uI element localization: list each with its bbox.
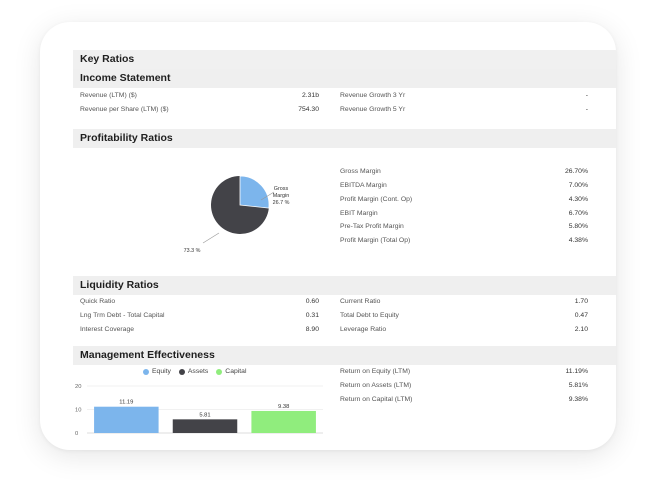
bar-equity[interactable] xyxy=(94,406,159,433)
pie-connector-rest xyxy=(202,232,220,244)
table-row: Lng Trm Debt - Total Capital 0.31 xyxy=(80,312,319,324)
chart-bars: 11.19 5.81 9.38 xyxy=(94,400,316,433)
legend-item-capital[interactable]: Capital xyxy=(216,368,246,375)
row-label: Return on Assets (LTM) xyxy=(340,382,412,389)
row-value: - xyxy=(585,106,588,113)
table-row: Quick Ratio 0.60 xyxy=(80,298,319,310)
row-value: 0.31 xyxy=(305,312,319,319)
pie-label-gross-value: 26.7 % xyxy=(273,200,290,206)
section-header-management: Management Effectiveness xyxy=(73,346,616,365)
pie-label-gross-line1: Gross xyxy=(274,186,289,192)
section-header-profitability: Profitability Ratios xyxy=(73,129,616,148)
table-row: EBITDA Margin 7.00% xyxy=(340,182,588,194)
table-row: Return on Capital (LTM) 9.38% xyxy=(340,396,588,408)
y-tick-label: 20 xyxy=(75,384,81,390)
row-label: EBITDA Margin xyxy=(340,182,387,189)
management-bar-chart: 20 10 0 11.19 5.81 9.38 xyxy=(75,384,323,437)
row-label: Profit Margin (Total Op) xyxy=(340,237,411,244)
y-tick-label: 0 xyxy=(75,431,78,437)
pie-slice-gross-margin xyxy=(239,175,270,209)
page-title-text: Key Ratios xyxy=(80,53,135,65)
row-value: 6.70% xyxy=(568,210,588,217)
row-label: Current Ratio xyxy=(340,298,381,305)
row-label: Leverage Ratio xyxy=(340,326,387,333)
y-tick-label: 10 xyxy=(75,408,81,414)
table-row: Interest Coverage 8.90 xyxy=(80,326,319,338)
table-row: Revenue Growth 3 Yr - xyxy=(340,92,588,104)
pie-connector-gross xyxy=(260,191,275,201)
table-row: Return on Assets (LTM) 5.81% xyxy=(340,382,588,394)
row-label: Quick Ratio xyxy=(80,298,116,305)
row-value: 7.00% xyxy=(568,182,588,189)
row-value: 0.60 xyxy=(305,298,319,305)
row-label: Return on Equity (LTM) xyxy=(340,368,411,375)
key-ratios-panel: Key Ratios Income Statement Revenue (LTM… xyxy=(73,50,616,450)
row-label: Revenue per Share (LTM) ($) xyxy=(80,106,169,113)
row-value: 26.70% xyxy=(564,168,588,175)
table-row: Revenue Growth 5 Yr - xyxy=(340,106,588,118)
legend-swatch-equity xyxy=(143,368,149,375)
bar-value-label: 5.81 xyxy=(199,412,210,418)
row-value: 5.81% xyxy=(568,382,588,389)
row-value: 0.47 xyxy=(574,312,588,319)
legend-label: Capital xyxy=(225,368,247,375)
bar-assets[interactable] xyxy=(172,419,238,433)
key-ratios-card: Key Ratios Income Statement Revenue (LTM… xyxy=(40,22,616,450)
row-label: EBIT Margin xyxy=(340,210,378,217)
legend-label: Assets xyxy=(187,368,209,375)
legend-item-assets[interactable]: Assets xyxy=(178,368,209,375)
row-value: 4.30% xyxy=(568,196,588,203)
section-title-profitability: Profitability Ratios xyxy=(80,132,173,144)
legend-swatch-capital xyxy=(216,368,223,375)
table-row: Profit Margin (Total Op) 4.38% xyxy=(340,237,588,249)
section-title-income: Income Statement xyxy=(80,72,171,84)
row-value: 8.90 xyxy=(305,326,319,333)
table-row: Revenue (LTM) ($) 2.31b xyxy=(80,92,319,104)
table-row: Pre-Tax Profit Margin 5.80% xyxy=(340,223,588,235)
bar-value-label: 9.38 xyxy=(278,404,289,410)
legend-label: Equity xyxy=(152,368,171,375)
row-value: 2.31b xyxy=(301,92,319,99)
pie-label-rest: 73.3 % xyxy=(184,248,201,254)
row-label: Gross Margin xyxy=(340,168,381,175)
table-row: EBIT Margin 6.70% xyxy=(340,210,588,222)
table-row: Leverage Ratio 2.10 xyxy=(340,326,588,338)
bar-capital[interactable] xyxy=(251,410,316,433)
page-title: Key Ratios xyxy=(73,50,616,69)
table-row: Gross Margin 26.70% xyxy=(340,168,588,180)
table-row: Profit Margin (Cont. Op) 4.30% xyxy=(340,196,588,208)
section-header-income: Income Statement xyxy=(73,69,616,88)
row-value: 754.30 xyxy=(298,106,319,113)
row-value: 11.19% xyxy=(565,368,588,375)
pie-label-gross-line2: Margin xyxy=(273,193,289,199)
chart-legend: Equity Assets Capital xyxy=(143,368,246,375)
row-label: Lng Trm Debt - Total Capital xyxy=(80,312,165,319)
row-label: Revenue Growth 3 Yr xyxy=(340,92,406,99)
legend-item-equity[interactable]: Equity xyxy=(143,368,171,375)
row-label: Return on Capital (LTM) xyxy=(340,396,413,403)
row-value: 1.70 xyxy=(574,298,588,305)
row-label: Interest Coverage xyxy=(80,326,135,333)
legend-swatch-assets xyxy=(178,368,185,375)
bar-value-label: 11.19 xyxy=(119,400,133,406)
row-value: 2.10 xyxy=(574,326,588,333)
row-value: 5.80% xyxy=(568,223,588,230)
table-row: Total Debt to Equity 0.47 xyxy=(340,312,588,324)
row-label: Revenue Growth 5 Yr xyxy=(340,106,406,113)
row-value: - xyxy=(585,92,588,99)
section-title-liquidity: Liquidity Ratios xyxy=(80,279,159,291)
gross-margin-pie-chart: Gross Margin 26.7 % 73.3 % xyxy=(184,175,290,254)
section-title-management: Management Effectiveness xyxy=(80,349,215,361)
table-row: Return on Equity (LTM) 11.19% xyxy=(340,368,588,380)
table-row: Current Ratio 1.70 xyxy=(340,298,588,310)
row-label: Pre-Tax Profit Margin xyxy=(340,223,404,230)
row-value: 9.38% xyxy=(568,396,588,403)
table-row: Revenue per Share (LTM) ($) 754.30 xyxy=(80,106,319,118)
row-label: Profit Margin (Cont. Op) xyxy=(340,196,413,203)
row-label: Total Debt to Equity xyxy=(340,312,399,319)
section-header-liquidity: Liquidity Ratios xyxy=(73,276,616,295)
row-label: Revenue (LTM) ($) xyxy=(80,92,137,99)
row-value: 4.38% xyxy=(568,237,588,244)
